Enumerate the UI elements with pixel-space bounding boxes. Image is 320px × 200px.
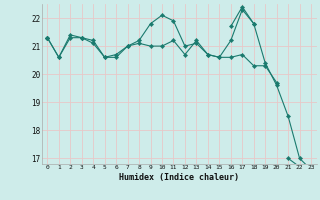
- X-axis label: Humidex (Indice chaleur): Humidex (Indice chaleur): [119, 173, 239, 182]
